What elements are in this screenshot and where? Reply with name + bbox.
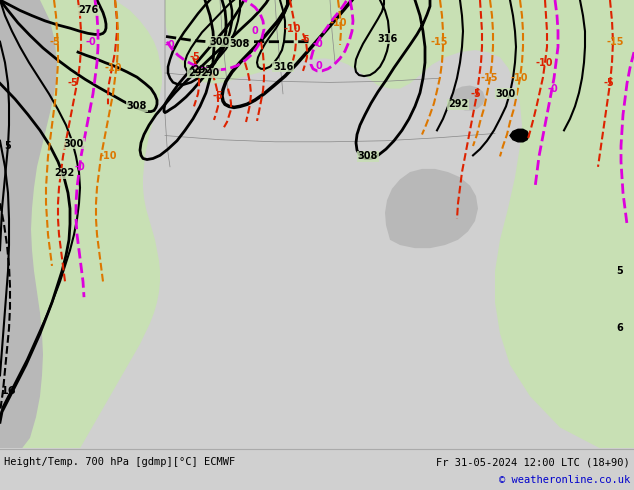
Text: 5: 5 — [617, 266, 623, 276]
Text: -10: -10 — [100, 151, 117, 161]
Polygon shape — [385, 169, 478, 248]
Text: -0: -0 — [313, 39, 323, 49]
Text: -5: -5 — [49, 37, 60, 47]
Text: 300: 300 — [210, 37, 230, 47]
Text: 6: 6 — [617, 323, 623, 333]
Text: © weatheronline.co.uk: © weatheronline.co.uk — [499, 475, 630, 485]
Text: 0: 0 — [252, 26, 259, 36]
Text: 300: 300 — [200, 68, 220, 78]
Text: 308: 308 — [127, 101, 147, 111]
Text: -5: -5 — [470, 89, 481, 99]
Text: -10: -10 — [329, 18, 347, 28]
Text: 0: 0 — [316, 61, 322, 71]
Polygon shape — [115, 0, 634, 448]
Text: 292: 292 — [54, 168, 74, 178]
Text: -0: -0 — [86, 37, 96, 47]
Text: -5: -5 — [190, 52, 200, 62]
Text: -10: -10 — [510, 73, 527, 83]
Text: 300: 300 — [496, 89, 516, 99]
Text: -5: -5 — [604, 78, 614, 88]
Text: -0: -0 — [165, 40, 176, 50]
Text: 308: 308 — [230, 39, 250, 49]
Text: 16: 16 — [0, 386, 16, 396]
Polygon shape — [0, 0, 57, 448]
Text: 300: 300 — [64, 139, 84, 149]
Text: 5: 5 — [4, 141, 11, 151]
Text: -0: -0 — [75, 162, 86, 172]
Text: 308: 308 — [358, 151, 378, 161]
Text: -10: -10 — [283, 24, 301, 34]
Text: -5: -5 — [301, 35, 310, 44]
Text: -10: -10 — [535, 57, 553, 68]
Text: 316: 316 — [378, 34, 398, 44]
Text: -5: -5 — [68, 78, 79, 88]
Polygon shape — [510, 129, 529, 142]
Text: -0: -0 — [548, 84, 559, 94]
Text: -15: -15 — [480, 73, 498, 83]
Text: -15: -15 — [430, 37, 448, 47]
Polygon shape — [0, 0, 162, 448]
Text: 292: 292 — [192, 65, 212, 75]
Text: -5: -5 — [212, 91, 223, 101]
Text: 316: 316 — [273, 62, 293, 72]
Text: -15: -15 — [606, 37, 624, 47]
Text: -10: -10 — [104, 63, 122, 73]
Text: Fr 31-05-2024 12:00 LTC (18+90): Fr 31-05-2024 12:00 LTC (18+90) — [436, 457, 630, 467]
Text: Height/Temp. 700 hPa [gdmp][°C] ECMWF: Height/Temp. 700 hPa [gdmp][°C] ECMWF — [4, 457, 235, 467]
Text: 292: 292 — [188, 68, 208, 78]
Polygon shape — [450, 85, 485, 111]
Text: 276: 276 — [78, 5, 98, 15]
Text: 292: 292 — [448, 99, 468, 109]
